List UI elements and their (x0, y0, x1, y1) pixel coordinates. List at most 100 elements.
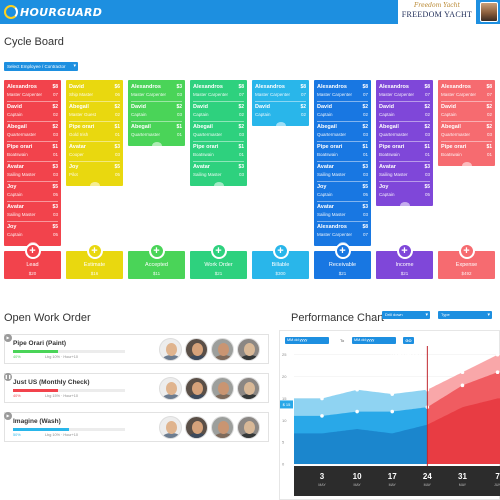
employee-card[interactable]: Avatar Sailing Master $3 03 (193, 162, 244, 180)
go-button[interactable]: GO (403, 337, 414, 344)
employee-card[interactable]: Abegail Quartermaster $2 03 (379, 122, 430, 140)
add-icon[interactable]: + (210, 243, 227, 259)
add-icon[interactable]: + (334, 243, 351, 259)
employee-card[interactable]: Alexandros Master Carpenter $8 07 (317, 222, 368, 240)
employee-card[interactable]: Alexandros Master Carpenter $8 07 (317, 82, 368, 100)
employee-card[interactable]: Joy Captain $5 05 (7, 182, 58, 200)
stage-income[interactable]: + Income $21 (376, 243, 433, 279)
x-tick-label[interactable]: 31 (458, 472, 467, 481)
play-icon[interactable]: ▶ (4, 412, 12, 420)
x-tick-label[interactable]: 7 (495, 472, 500, 481)
employee-card[interactable]: Alexandros Master Carpenter $3 03 (131, 82, 182, 100)
x-tick-label[interactable]: 10 (353, 472, 362, 481)
assignee-avatar[interactable] (211, 338, 234, 361)
employee-card[interactable]: Avatar Sailing Master $3 03 (379, 162, 430, 180)
employee-card[interactable]: Joy Captain $5 05 (7, 222, 58, 240)
stage-lead[interactable]: + Lead $20 (4, 243, 61, 279)
employee-card[interactable]: Abegail Master Guest $2 02 (69, 102, 120, 120)
employee-card[interactable]: David Captain $2 02 (441, 102, 492, 120)
employee-card[interactable]: David Captain $2 02 (255, 102, 306, 120)
data-point[interactable] (460, 370, 465, 375)
employee-card[interactable]: Pipe orari Boatswain $1 01 (7, 142, 58, 160)
assignee-avatar[interactable] (159, 377, 182, 400)
employee-card[interactable]: Pipe orari Boatswain $1 01 (379, 142, 430, 160)
work-order-row[interactable]: ▶ Pipe Orari (Paint) 40% Lbg 10% · Hour+10 (4, 334, 269, 364)
data-point[interactable] (390, 409, 395, 414)
employee-card[interactable]: Avatar Sailing Master $3 03 (7, 202, 58, 220)
add-icon[interactable]: + (148, 243, 165, 259)
assignee-avatar[interactable] (237, 338, 260, 361)
data-point[interactable] (495, 352, 500, 357)
employee-card[interactable]: Joy Captain $5 05 (379, 182, 430, 200)
from-date-input[interactable]: MM.dd.yyyy (285, 337, 329, 344)
assignee-avatar[interactable] (185, 338, 208, 361)
stage-billable[interactable]: + Billable $300 (252, 243, 309, 279)
employee-card[interactable]: Joy Captain $5 05 (317, 182, 368, 200)
employee-card[interactable]: David Captain $2 02 (193, 102, 244, 120)
assignee-avatar[interactable] (159, 338, 182, 361)
data-point[interactable] (320, 414, 324, 418)
employee-card[interactable]: David Captain $2 02 (379, 102, 430, 120)
pause-icon[interactable]: ❚❚ (4, 373, 12, 381)
add-icon[interactable]: + (458, 243, 475, 259)
type-select[interactable]: Type (438, 311, 492, 319)
add-icon[interactable]: + (24, 243, 41, 259)
employee-card[interactable]: Alexandros Master Carpenter $8 07 (379, 82, 430, 100)
x-tick-label[interactable]: 3 (320, 472, 325, 481)
employee-card[interactable]: Alexandros Master Carpenter $8 07 (441, 82, 492, 100)
employee-card[interactable]: Pipe orari Boatswain $1 01 (317, 142, 368, 160)
employee-card[interactable]: Avatar Cooper $3 03 (69, 142, 120, 160)
stage-accepted[interactable]: + Accepted $11 (128, 243, 185, 279)
employee-card[interactable]: Avatar Sailing Master $3 03 (317, 202, 368, 220)
employee-card[interactable]: David Captain $2 02 (7, 102, 58, 120)
employee-card[interactable]: Joy Pilot $5 05 (69, 162, 120, 180)
work-order-row[interactable]: ❚❚ Just US (Monthly Check) 40% Lbg 15% · Ho… (4, 373, 269, 403)
employee-select[interactable]: Select Employee / Contractor (4, 62, 78, 71)
user-avatar[interactable] (480, 2, 498, 22)
x-tick-label[interactable]: 24 (423, 472, 432, 481)
employee-card[interactable]: Abegail Quartermaster $2 03 (7, 122, 58, 140)
data-point[interactable] (355, 409, 359, 414)
add-icon[interactable]: + (86, 243, 103, 259)
to-date-input[interactable]: MM.dd.yyyy (352, 337, 396, 344)
assignee-avatar[interactable] (211, 416, 234, 439)
add-icon[interactable]: + (396, 243, 413, 259)
employee-card[interactable]: David Ship Master $6 06 (69, 82, 120, 100)
employee-card[interactable]: Alexandros Master Carpenter $8 07 (193, 82, 244, 100)
assignee-avatar[interactable] (237, 416, 260, 439)
assignee-avatar[interactable] (211, 377, 234, 400)
data-point[interactable] (390, 392, 395, 396)
stage-receivable[interactable]: + Receivable $21 (314, 243, 371, 279)
stage-expense[interactable]: + Expense $492 (438, 243, 495, 279)
employee-card[interactable]: Avatar Sailing Master $3 03 (317, 162, 368, 180)
data-point[interactable] (460, 383, 465, 388)
data-point[interactable] (320, 396, 324, 401)
data-point[interactable] (355, 387, 359, 392)
assignee-avatar[interactable] (185, 416, 208, 439)
employee-card[interactable]: Abegail Quartermaster $2 03 (317, 122, 368, 140)
employee-card[interactable]: Alexandros Master Carpenter $8 07 (7, 82, 58, 100)
assignee-avatar[interactable] (159, 416, 182, 439)
play-icon[interactable]: ▶ (4, 334, 12, 342)
stage-estimate[interactable]: + Estimate $16 (66, 243, 123, 279)
stage-work-order[interactable]: + Work Order $21 (190, 243, 247, 279)
data-point[interactable] (495, 370, 500, 375)
app-logo[interactable]: HOURGUARD (4, 3, 102, 21)
employee-card[interactable]: Alexandros Master Carpenter $8 07 (255, 82, 306, 100)
employee-card[interactable]: Abegail Quartermaster $2 03 (441, 122, 492, 140)
assignee-avatar[interactable] (237, 377, 260, 400)
add-icon[interactable]: + (272, 243, 289, 259)
work-order-row[interactable]: ▶ Imagine (Wash) 50% Lbg 10% · Hour+10 (4, 412, 269, 442)
assignee-avatar[interactable] (185, 377, 208, 400)
employee-card[interactable]: Abegail Quartermaster $2 03 (193, 122, 244, 140)
employee-card[interactable]: David Captain $2 03 (131, 102, 182, 120)
employee-card[interactable]: Pipe orari Gold Irish $1 01 (69, 122, 120, 140)
employee-card[interactable]: Pipe orari Boatswain $1 01 (441, 142, 492, 160)
employee-card[interactable]: Avatar Sailing Master $3 03 (7, 162, 58, 180)
employee-card[interactable]: David Captain $2 02 (317, 102, 368, 120)
employee-card[interactable]: Pipe orari Boatswain $1 01 (193, 142, 244, 160)
employee-value: 03 (362, 212, 368, 217)
x-tick-label[interactable]: 17 (388, 472, 397, 481)
employee-card[interactable]: Abegail Quartermaster $1 01 (131, 122, 182, 140)
drill-down-select[interactable]: Drill down (382, 311, 430, 319)
